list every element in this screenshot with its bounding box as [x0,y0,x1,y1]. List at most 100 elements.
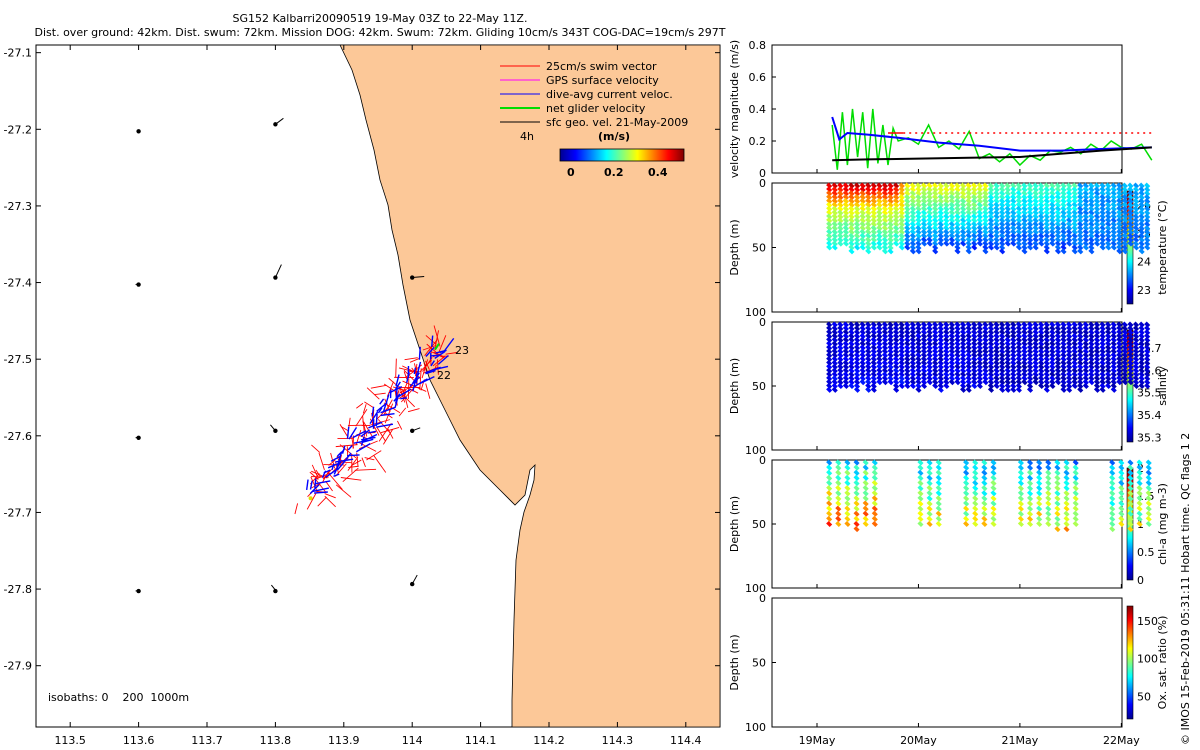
profile-sample [1110,190,1117,197]
profile-sample [1045,515,1052,522]
profile-sample [987,240,995,247]
profile-sample [1121,201,1128,208]
profile-sample [1121,228,1128,236]
profile-sample [926,333,933,340]
profile-sample [971,194,978,201]
profile-sample [1066,221,1073,228]
profile-sample [844,464,851,471]
profile-sample [909,236,916,243]
profile-sample [1127,379,1134,386]
profile-sample [1027,186,1034,193]
profile-sample [1088,201,1095,208]
profile-sample [893,186,900,193]
profile-sample [1105,359,1112,367]
profile-sample [862,464,869,471]
profile-sample [948,375,955,382]
map-y-tick-label: -27.1 [4,47,32,60]
swim-vector [310,476,319,493]
colorbar-tick-label: 0.5 [1137,546,1155,559]
profile-sample [1093,336,1101,343]
swim-vector [356,402,364,409]
profile-sample [1099,198,1106,205]
profile-sample [954,371,961,378]
profile-sample [1133,194,1140,201]
swim-vector [335,484,352,498]
profile-sample [848,186,855,193]
profile-sample [893,367,900,374]
dac-vector [425,369,436,375]
profile-sample [1027,469,1034,476]
profile-sample [1093,213,1101,220]
profile-sample [960,217,967,224]
profile-sample [1043,221,1050,228]
profile-sample [865,382,872,390]
profile-sample [826,205,833,212]
profile-sample [1066,194,1073,201]
profile-sample [948,367,955,374]
profile-sample [981,479,988,487]
profile-sample [1088,236,1095,243]
profile-sample [842,356,849,363]
profile-sample [909,340,916,347]
profile-sample [920,321,928,328]
profile-sample [1049,232,1056,239]
profile-sample [948,194,955,201]
profile-sample [831,367,838,374]
profile-sample [1110,205,1117,212]
profile-sample [926,363,933,370]
profile-sample [876,228,883,236]
profile-sample [1138,209,1145,216]
profile-sample [972,495,979,502]
profile-sample [943,225,950,232]
profile-sample [1127,526,1134,533]
profile-sample [982,236,989,243]
profile-sample [826,228,833,236]
profile-sample [981,474,988,481]
profile-sample [917,490,924,497]
profile-sample [1077,217,1084,224]
profile-sample [1136,490,1143,497]
profile-sample [920,221,928,228]
profile-sample [954,205,961,212]
profile-sample [842,236,849,243]
profile-sample [1071,201,1078,208]
profile-sample [999,194,1006,201]
profile-sample [1066,201,1073,208]
profile-sample [1109,490,1116,497]
profile-sample [1032,198,1039,205]
profile-sample [854,236,861,243]
profile-sample [948,379,955,386]
profile-sample [881,240,889,247]
profile-sample [909,213,916,220]
profile-sample [1138,321,1145,328]
profile-sample [826,515,833,522]
dac-vector [371,406,375,417]
swim-vector [403,371,408,380]
profile-sample [926,474,933,481]
profile-sample [932,356,939,363]
profile-sample [1127,344,1134,351]
profile-sample [1036,495,1043,502]
profile-sample [1127,205,1134,212]
profile-sample [915,225,922,232]
profile-sample [993,209,1000,216]
profile-sample [1015,321,1022,328]
profile-sample [876,329,883,336]
profile-sample [835,485,842,492]
profile-sample [1038,240,1045,247]
profile-sample [1116,244,1123,251]
profile-sample [1118,520,1125,528]
profile-sample [1116,367,1123,374]
track-label-23: 23 [455,344,469,357]
map-x-tick-label: 113.5 [54,734,86,747]
profile-sample [1136,464,1143,471]
profile-sample [1060,209,1067,216]
profile-sample [976,367,983,374]
profile-sample [881,344,889,351]
profile-sample [935,515,942,522]
profile-sample [1015,205,1022,212]
profile-sample [926,367,933,374]
profile-sample [848,182,855,189]
profile-sample [954,329,961,336]
profile-sample [1071,217,1078,224]
